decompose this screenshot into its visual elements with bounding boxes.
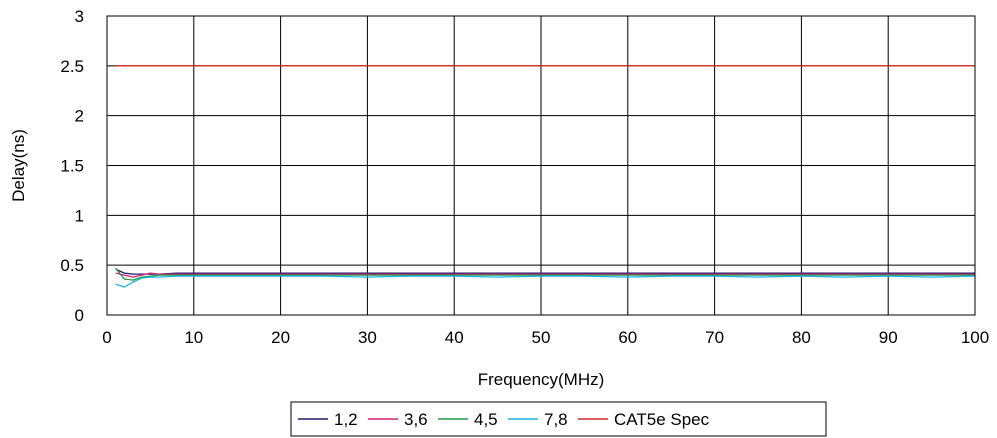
x-tick-label: 100	[961, 328, 989, 347]
x-tick-label: 30	[358, 328, 377, 347]
y-axis-title: Delay(ns)	[9, 129, 28, 202]
legend-label: 1,2	[334, 410, 358, 429]
x-tick-label: 0	[102, 328, 111, 347]
x-tick-label: 70	[705, 328, 724, 347]
x-tick-label: 90	[879, 328, 898, 347]
legend-label: CAT5e Spec	[614, 410, 710, 429]
x-axis-title: Frequency(MHz)	[478, 370, 605, 389]
y-tick-label: 1	[75, 206, 84, 225]
y-tick-label: 3	[75, 7, 84, 26]
y-tick-label: 0	[75, 306, 84, 325]
x-tick-label: 60	[618, 328, 637, 347]
series-line-4-5	[115, 267, 975, 281]
x-tick-label: 50	[532, 328, 551, 347]
series-layer	[115, 65, 976, 288]
series-line-3-6	[115, 272, 975, 278]
tick-labels: 0 10 20 30 40 50 60 70 80 90 100 0 0.5 1 1.5 2 2.5 3	[60, 7, 989, 347]
legend: 1,2 3,6 4,5 7,8 CAT5e Spec	[290, 401, 827, 437]
legend-label: 3,6	[404, 410, 428, 429]
y-tick-label: 2	[75, 107, 84, 126]
x-tick-label: 40	[445, 328, 464, 347]
legend-label: 7,8	[544, 410, 568, 429]
series-line-1-2	[115, 268, 975, 275]
y-tick-label: 1.5	[60, 157, 84, 176]
series-line-7-8	[115, 275, 976, 288]
y-tick-label: 0.5	[60, 256, 84, 275]
x-tick-label: 10	[184, 328, 203, 347]
y-tick-label: 2.5	[60, 57, 84, 76]
x-tick-label: 80	[792, 328, 811, 347]
x-tick-label: 20	[271, 328, 290, 347]
legend-label: 4,5	[474, 410, 498, 429]
plot-frame	[106, 15, 976, 316]
